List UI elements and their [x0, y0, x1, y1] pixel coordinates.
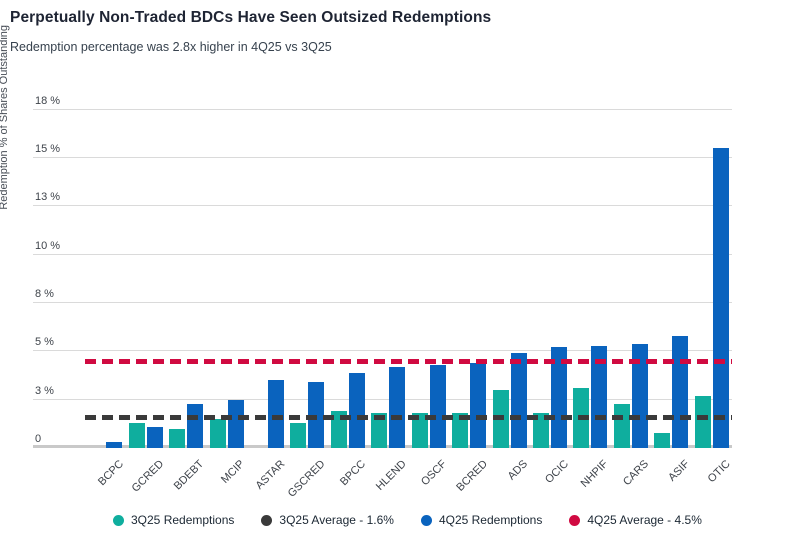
- legend-item: 4Q25 Average - 4.5%: [569, 513, 702, 527]
- legend-label: 3Q25 Redemptions: [131, 513, 235, 527]
- legend-dot-icon: [420, 514, 432, 526]
- x-tick-label-bpcc: BPCC: [338, 458, 369, 489]
- y-tick-label: 8 %: [35, 288, 54, 300]
- legend-item: 4Q25 Redemptions: [420, 513, 543, 527]
- y-tick-label: 18 %: [35, 94, 61, 107]
- bar-3q25-bcred: [452, 413, 469, 448]
- x-tick-label-oscf: OSCF: [419, 458, 450, 489]
- x-tick-label-bdebt: BDEBT: [172, 458, 207, 493]
- y-axis-title: Redemption % of Shares Outstanding: [0, 24, 10, 210]
- bar-3q25-ocic: [533, 413, 550, 448]
- legend-dot-icon: [113, 514, 124, 526]
- gridline: [33, 253, 732, 255]
- bar-group-gscred: [287, 100, 327, 448]
- legend-label: 4Q25 Average - 4.5%: [587, 513, 702, 527]
- bar-3q25-otic: [694, 395, 711, 448]
- bar-4q25-ocic: [551, 347, 568, 448]
- bar-3q25-gscred: [290, 422, 307, 448]
- bars-area: [85, 100, 732, 448]
- x-tick-label-astar: ASTAR: [253, 458, 288, 492]
- avg-line-3q25: [85, 414, 732, 420]
- x-tick-label-otic: OTIC: [705, 458, 733, 486]
- bar-3q25-gcred: [128, 422, 145, 448]
- x-tick-label-asif: ASIF: [666, 458, 692, 484]
- gridline: [33, 205, 732, 207]
- gridline: [33, 350, 732, 352]
- bar-group-oscf: [409, 100, 449, 448]
- gridline: [33, 398, 732, 400]
- bar-3q25-cars: [613, 403, 630, 448]
- bar-group-hlend: [368, 100, 408, 448]
- bar-group-mcip: [206, 100, 246, 448]
- bar-4q25-gcred: [146, 426, 163, 448]
- legend-label: 3Q25 Average - 1.6%: [279, 513, 394, 527]
- x-tick-label-cars: CARS: [621, 458, 652, 489]
- bar-4q25-astar: [267, 380, 284, 448]
- gridline: [33, 108, 732, 110]
- legend-dot-icon: [569, 514, 581, 526]
- bar-4q25-asif: [672, 335, 689, 448]
- plot-area: 0 3 % 5 % 8 % 10 % 13 % 15 % 18 %: [33, 95, 732, 448]
- avg-line-4q25: [85, 358, 732, 364]
- bar-4q25-bcpc: [106, 442, 123, 448]
- x-tick-label-hlend: HLEND: [373, 458, 409, 493]
- bar-group-nhpif: [570, 100, 610, 448]
- x-tick-label-bcpc: BCPC: [95, 458, 126, 489]
- x-tick-label-bcred: BCRED: [453, 458, 490, 494]
- bar-group-otic: [692, 100, 732, 448]
- bar-group-bpcc: [328, 100, 368, 448]
- bar-group-astar: [247, 100, 287, 448]
- bar-3q25-asif: [654, 432, 671, 448]
- bar-group-ads: [489, 100, 529, 448]
- bar-group-gcred: [125, 100, 165, 448]
- bar-3q25-oscf: [411, 413, 428, 448]
- page-title: Perpetually Non-Traded BDCs Have Seen Ou…: [10, 9, 492, 26]
- chart-subtitle: Redemption percentage was 2.8x higher in…: [10, 40, 332, 54]
- bar-group-cars: [611, 100, 651, 448]
- gridline: [33, 157, 732, 158]
- y-tick-label: 10 %: [35, 239, 61, 252]
- x-tick-label-ocic: OCIC: [542, 458, 571, 486]
- bar-4q25-bdebt: [187, 403, 204, 448]
- bar-4q25-nhpif: [591, 345, 608, 448]
- gridline: [33, 302, 732, 303]
- bar-4q25-hlend: [389, 366, 406, 448]
- legend-dot-icon: [261, 514, 273, 526]
- x-axis-labels: BCPC GCRED BDEBT MCIP ASTAR GSCRED BPCC HLEND OS…: [85, 452, 733, 502]
- bar-group-ocic: [530, 100, 570, 448]
- x-tick-label-gcred: GCRED: [129, 458, 167, 495]
- y-tick-label: 3 %: [35, 384, 54, 397]
- bar-group-bcred: [449, 100, 489, 448]
- legend-label: 4Q25 Redemptions: [438, 513, 543, 527]
- legend-item: 3Q25 Redemptions: [113, 513, 234, 527]
- bar-3q25-bpcc: [330, 411, 347, 448]
- bar-4q25-mcip: [227, 399, 244, 448]
- bar-group-asif: [651, 100, 691, 448]
- x-tick-label-ads: ADS: [505, 458, 531, 483]
- y-tick-label: 15 %: [35, 143, 61, 155]
- x-tick-label-nhpif: NHPIF: [579, 458, 611, 490]
- bar-4q25-cars: [631, 343, 648, 448]
- x-tick-label-mcip: MCIP: [219, 458, 248, 486]
- y-tick-label: 0: [35, 433, 42, 445]
- x-tick-label-gscred: GSCRED: [286, 458, 328, 500]
- bar-3q25-bdebt: [169, 428, 186, 448]
- bar-4q25-bcred: [470, 362, 487, 448]
- y-tick-label: 5 %: [35, 336, 54, 349]
- legend: 3Q25 Redemptions 3Q25 Average - 1.6% 4Q25 …: [113, 513, 702, 527]
- y-tick-label: 13 %: [35, 191, 61, 204]
- bar-group-bdebt: [166, 100, 206, 448]
- legend-item: 3Q25 Average - 1.6%: [261, 513, 394, 527]
- bar-3q25-mcip: [209, 419, 226, 448]
- bar-group-bcpc: [85, 100, 125, 448]
- bar-3q25-hlend: [371, 413, 388, 448]
- bar-4q25-ads: [510, 353, 527, 448]
- bar-4q25-bpcc: [348, 372, 365, 448]
- bar-4q25-otic: [712, 148, 729, 448]
- bar-4q25-oscf: [429, 364, 446, 448]
